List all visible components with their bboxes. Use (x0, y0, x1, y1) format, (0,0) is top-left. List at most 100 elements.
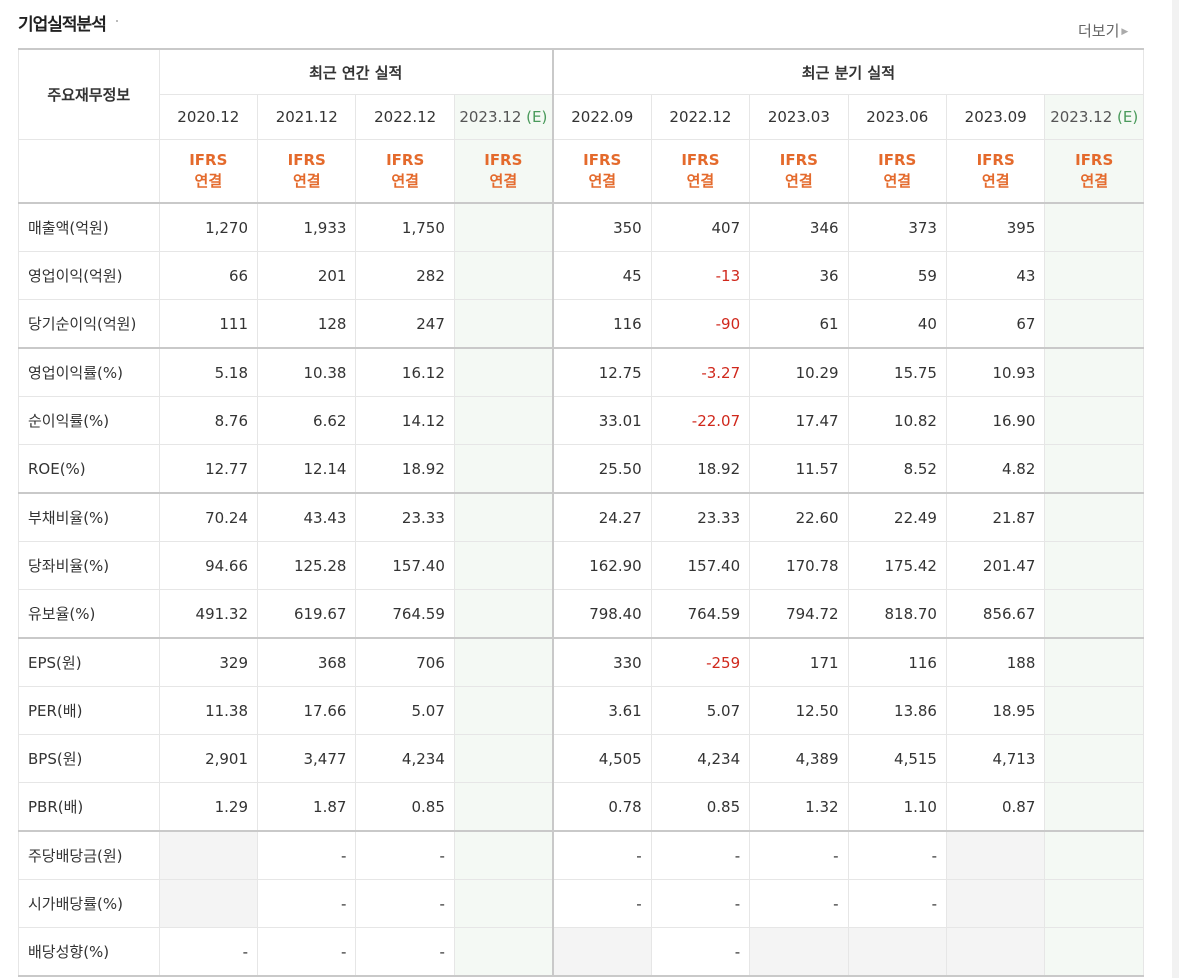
value-cell (453, 396, 554, 445)
value-cell: 45 (551, 251, 652, 300)
row-label: PER(배) (18, 686, 160, 735)
value-cell: 116 (551, 299, 652, 349)
value-cell: 1.10 (847, 782, 947, 832)
value-cell (945, 879, 1046, 928)
period-header: 2021.12 (257, 94, 357, 140)
period-header: 2023.12 (E) (1044, 94, 1144, 140)
value-cell (453, 686, 554, 735)
value-cell: - (650, 927, 751, 977)
accounting-basis: IFRS 연결 (749, 139, 849, 204)
table-row: PER(배) 11.38 17.66 5.07 3.61 5.07 12.50 13.86 18… (18, 686, 1144, 735)
accounting-basis: IFRS 연결 (257, 139, 357, 204)
value-cell: 4,234 (355, 734, 455, 783)
table-row: 순이익률(%) 8.76 6.62 14.12 33.01 -22.07 17.47 10.8… (18, 396, 1144, 445)
basis-type: 연결 (194, 172, 223, 190)
estimate-marker: (E) (526, 108, 548, 126)
period-header: 2023.06 (847, 94, 947, 140)
row-label: BPS(원) (18, 734, 160, 783)
value-cell: 395 (945, 202, 1046, 252)
value-cell: 16.90 (945, 396, 1046, 445)
value-cell: 162.90 (551, 541, 652, 590)
value-cell: 24.27 (551, 492, 652, 542)
table-row: BPS(원) 2,901 3,477 4,234 4,505 4,234 4,389 4,51… (18, 734, 1144, 783)
value-cell: 171 (749, 637, 849, 687)
value-cell: 170.78 (749, 541, 849, 590)
value-cell (453, 589, 554, 639)
basis-type: 연결 (981, 172, 1010, 190)
value-cell: - (749, 830, 849, 880)
value-cell: 5.07 (355, 686, 455, 735)
value-cell: 10.82 (847, 396, 947, 445)
value-cell: 23.33 (650, 492, 751, 542)
value-cell: - (650, 830, 751, 880)
value-cell: 61 (749, 299, 849, 349)
value-cell (453, 251, 554, 300)
value-cell (453, 541, 554, 590)
value-cell: 1,933 (257, 202, 357, 252)
value-cell: 128 (257, 299, 357, 349)
basis-type: 연결 (785, 172, 813, 190)
value-cell: 17.66 (257, 686, 357, 735)
row-label: PBR(배) (18, 782, 160, 832)
basis-standard: IFRS (386, 151, 425, 169)
value-cell: 21.87 (945, 492, 1046, 542)
table-row: 배당성향(%) - - - - (18, 927, 1144, 977)
row-label: 부채비율(%) (18, 492, 160, 542)
value-cell: 11.57 (749, 444, 849, 494)
basis-standard: IFRS (1075, 151, 1114, 169)
period-header: 2022.12 (650, 94, 751, 140)
value-cell (1044, 927, 1144, 977)
value-cell: - (749, 879, 849, 928)
period-header: 2020.12 (158, 94, 259, 140)
basis-type: 연결 (292, 172, 321, 190)
value-cell: - (551, 830, 652, 880)
value-cell (453, 637, 554, 687)
value-cell: - (847, 879, 947, 928)
table-row: 유보율(%) 491.32 619.67 764.59 798.40 764.59 794.… (18, 589, 1144, 639)
value-cell: 33.01 (551, 396, 652, 445)
row-header-spacer (18, 139, 160, 204)
value-cell: 0.85 (650, 782, 751, 832)
value-cell: 17.47 (749, 396, 849, 445)
value-cell (1044, 541, 1144, 590)
period-header: 2023.03 (749, 94, 849, 140)
row-label: 순이익률(%) (18, 396, 160, 445)
value-cell (1044, 396, 1144, 445)
value-cell (1044, 202, 1144, 252)
value-cell: 188 (945, 637, 1046, 687)
value-cell: 15.75 (847, 347, 947, 397)
accounting-basis: IFRS 연결 (945, 139, 1046, 204)
value-cell: 329 (158, 637, 259, 687)
more-link[interactable]: 더보기 ▶ (1078, 20, 1128, 41)
scrollbar-track[interactable] (1172, 0, 1179, 978)
table-row: 당좌비율(%) 94.66 125.28 157.40 162.90 157.40 170.… (18, 541, 1144, 590)
value-cell (453, 299, 554, 349)
value-cell: -259 (650, 637, 751, 687)
basis-standard: IFRS (779, 151, 818, 169)
basis-standard: IFRS (583, 151, 622, 169)
value-cell: 111 (158, 299, 259, 349)
value-cell: 0.78 (551, 782, 652, 832)
value-cell: 94.66 (158, 541, 259, 590)
row-label: 당좌비율(%) (18, 541, 160, 590)
value-cell: 407 (650, 202, 751, 252)
value-cell (1044, 347, 1144, 397)
value-cell (1044, 782, 1144, 832)
accounting-basis: IFRS 연결 (551, 139, 652, 204)
value-cell: 619.67 (257, 589, 357, 639)
value-cell (453, 879, 554, 928)
group-annual: 최근 연간 실적 (158, 48, 554, 95)
period-header: 2022.12 (355, 94, 455, 140)
more-arrow-icon: ▶ (1121, 27, 1129, 37)
value-cell: 18.95 (945, 686, 1046, 735)
basis-type: 연결 (489, 172, 518, 190)
value-cell: 10.29 (749, 347, 849, 397)
value-cell (158, 879, 259, 928)
value-cell (453, 444, 554, 494)
value-cell: 350 (551, 202, 652, 252)
value-cell: 116 (847, 637, 947, 687)
accounting-basis: IFRS 연결 (1044, 139, 1144, 204)
value-cell: 1.32 (749, 782, 849, 832)
value-cell: - (551, 879, 652, 928)
value-cell: 491.32 (158, 589, 259, 639)
